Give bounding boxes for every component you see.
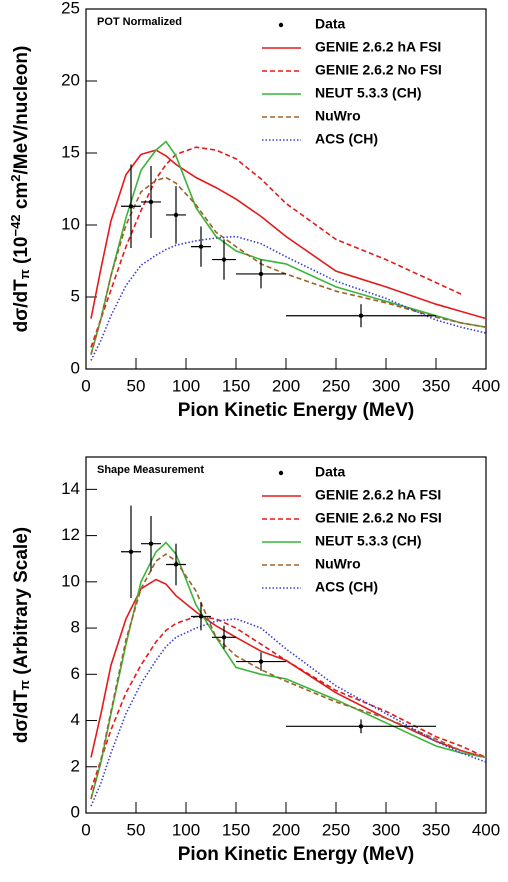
model-line xyxy=(90,617,487,807)
data-point xyxy=(198,244,204,249)
data-point xyxy=(128,549,134,554)
y-tick-label: 10 xyxy=(61,214,80,233)
y-axis-label-part: cm xyxy=(11,182,32,215)
y-tick-label: 25 xyxy=(61,0,80,17)
y-tick-label: 14 xyxy=(61,479,80,498)
model-line xyxy=(90,176,487,355)
data-point xyxy=(173,562,179,567)
y-tick-label: 15 xyxy=(61,142,80,161)
legend-label: GENIE 2.6.2 hA FSI xyxy=(315,487,441,503)
x-tick-label: 200 xyxy=(272,820,300,839)
data-point xyxy=(198,614,204,619)
legend-marker xyxy=(278,470,284,476)
x-tick-label: 400 xyxy=(472,376,500,395)
y-tick-label: 20 xyxy=(61,70,80,89)
data-point xyxy=(221,635,227,640)
model-line xyxy=(90,541,487,800)
model-line xyxy=(90,140,487,355)
legend-label: ACS (CH) xyxy=(315,131,378,147)
data-point xyxy=(128,204,134,209)
y-axis-label-part: dσ/dT xyxy=(11,690,32,743)
data-point xyxy=(358,313,364,318)
y-axis-label-part: −42 xyxy=(8,214,23,236)
legend-label: NEUT 5.3.3 (CH) xyxy=(315,85,422,101)
x-tick-label: 100 xyxy=(172,376,200,395)
x-tick-label: 250 xyxy=(322,376,350,395)
y-axis-label: dσ/dTπ (10−42 cm2/MeV/nucleon) xyxy=(8,46,32,333)
y-axis-label-part: (Arbitrary Scale) xyxy=(11,527,32,680)
y-tick-label: 0 xyxy=(71,358,80,377)
y-tick-label: 12 xyxy=(61,525,80,544)
y-tick-label: 6 xyxy=(71,664,80,683)
legend-label: NuWro xyxy=(315,556,361,572)
legend-label: NuWro xyxy=(315,108,361,124)
model-line xyxy=(90,235,487,361)
legend-label: ACS (CH) xyxy=(315,579,378,595)
y-axis-label-part: /MeV/nucleon) xyxy=(11,46,32,175)
y-tick-label: 2 xyxy=(71,756,80,775)
y-axis-label-part: π xyxy=(17,680,32,690)
data-point xyxy=(148,199,154,205)
model-line xyxy=(90,146,462,348)
y-axis-label-part: π xyxy=(17,269,32,279)
legend-label: GENIE 2.6.2 hA FSI xyxy=(315,39,441,55)
data-point xyxy=(258,659,264,664)
y-axis-label-part: 2 xyxy=(8,174,23,181)
x-axis-label: Pion Kinetic Energy (MeV) xyxy=(178,400,414,421)
y-axis-label: dσ/dTπ (Arbitrary Scale) xyxy=(11,527,32,743)
x-tick-label: 0 xyxy=(81,820,90,839)
y-tick-label: 4 xyxy=(71,710,80,729)
legend-label: GENIE 2.6.2 No FSI xyxy=(315,510,442,526)
data-point xyxy=(173,212,179,218)
legend-label: Data xyxy=(315,464,346,480)
y-tick-label: 10 xyxy=(61,571,80,590)
data-point xyxy=(258,271,264,277)
legend-label: NEUT 5.3.3 (CH) xyxy=(315,533,422,549)
x-axis-label: Pion Kinetic Energy (MeV) xyxy=(178,844,414,865)
x-tick-label: 200 xyxy=(272,376,300,395)
x-tick-label: 300 xyxy=(372,820,400,839)
x-tick-label: 50 xyxy=(127,820,146,839)
legend-marker xyxy=(278,22,284,28)
x-tick-label: 150 xyxy=(222,820,250,839)
panel-label: POT Normalized xyxy=(97,16,182,28)
y-axis-label-part: (10 xyxy=(11,237,32,270)
data-point xyxy=(221,257,227,262)
x-tick-label: 300 xyxy=(372,376,400,395)
model-line xyxy=(90,578,487,759)
model-line xyxy=(90,615,487,791)
x-tick-label: 250 xyxy=(322,820,350,839)
model-line xyxy=(90,149,487,320)
y-tick-label: 8 xyxy=(71,618,80,637)
x-tick-label: 150 xyxy=(222,376,250,395)
x-tick-label: 350 xyxy=(422,376,450,395)
x-tick-label: 50 xyxy=(127,376,146,395)
x-tick-label: 0 xyxy=(81,376,90,395)
data-point xyxy=(358,724,364,729)
legend-label: Data xyxy=(315,16,346,32)
model-line xyxy=(90,553,487,800)
x-tick-label: 400 xyxy=(472,820,500,839)
data-point xyxy=(148,541,154,546)
panel-label: Shape Measurement xyxy=(97,464,204,476)
x-tick-label: 100 xyxy=(172,820,200,839)
y-tick-label: 5 xyxy=(71,286,80,305)
y-tick-label: 0 xyxy=(71,802,80,821)
legend-label: GENIE 2.6.2 No FSI xyxy=(315,62,442,78)
x-tick-label: 350 xyxy=(422,820,450,839)
y-axis-label-part: dσ/dT xyxy=(11,279,32,332)
